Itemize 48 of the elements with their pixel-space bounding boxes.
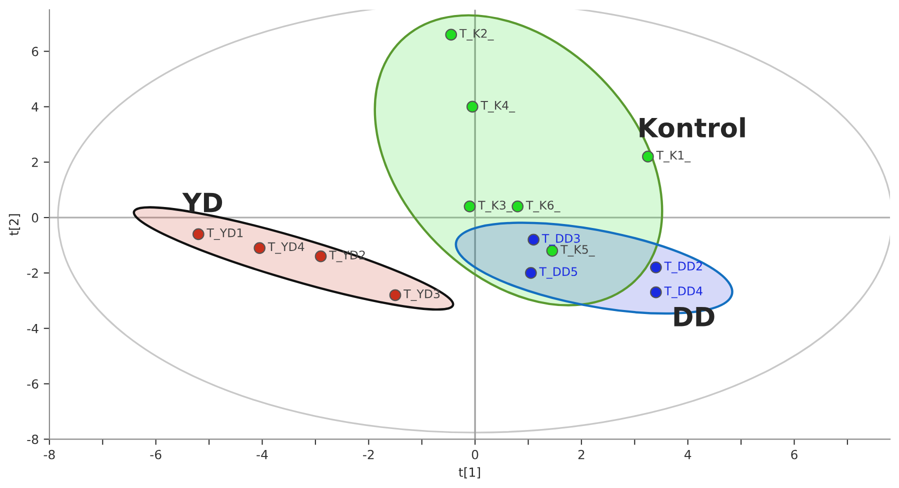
data-label: T_K5_ [560, 245, 595, 257]
point [466, 100, 478, 113]
data-label: T_K2_ [459, 28, 494, 40]
y-tick-label: -6 [27, 379, 38, 389]
x-tick-label: -2 [363, 450, 374, 460]
y-axis-title: t[2] [8, 214, 20, 236]
data-label: T_YD4 [268, 242, 304, 254]
series-label: DD [674, 307, 714, 326]
x-tick-label: 0 [472, 450, 478, 460]
x-axis-title: t[1] [458, 467, 480, 478]
point [650, 261, 662, 274]
y-tick-label: -2 [27, 268, 38, 278]
point [524, 267, 537, 279]
data-label: T_K1_ [656, 150, 691, 162]
point [512, 200, 524, 212]
data-label: T_K3_ [478, 200, 512, 212]
point [464, 200, 476, 212]
point [192, 228, 204, 240]
point [389, 289, 402, 302]
y-tick-label: 6 [32, 46, 38, 56]
point [528, 234, 540, 246]
data-label: T_K4_ [480, 101, 516, 112]
data-label: T_DD3 [542, 234, 580, 246]
y-tick-label: -8 [27, 434, 38, 444]
x-tick-label: -8 [44, 450, 55, 460]
data-label: T_YD1 [206, 228, 243, 240]
point [546, 244, 558, 257]
y-tick-label: 4 [32, 102, 38, 112]
point [445, 28, 458, 41]
data-label: T_YD3 [404, 289, 440, 301]
data-label: T_DD2 [664, 262, 702, 274]
point [254, 242, 266, 254]
x-tick-label: 2 [578, 450, 584, 460]
data-label: T_DD4 [664, 286, 702, 298]
x-tick-label: -6 [150, 450, 162, 460]
x-tick-label: -4 [256, 450, 268, 460]
point [650, 286, 662, 298]
x-tick-label: 6 [791, 450, 798, 460]
data-label: T_DD5 [539, 267, 578, 279]
y-tick-label: 0 [32, 213, 38, 222]
point [642, 150, 654, 163]
data-label: T_K6_ [526, 200, 560, 212]
y-tick-label: 2 [32, 158, 38, 167]
point [314, 250, 327, 262]
y-tick-label: -4 [27, 324, 38, 334]
series-label: Kontrol [640, 117, 745, 138]
x-tick-label: 4 [684, 450, 692, 460]
series-label: YD [182, 192, 222, 212]
